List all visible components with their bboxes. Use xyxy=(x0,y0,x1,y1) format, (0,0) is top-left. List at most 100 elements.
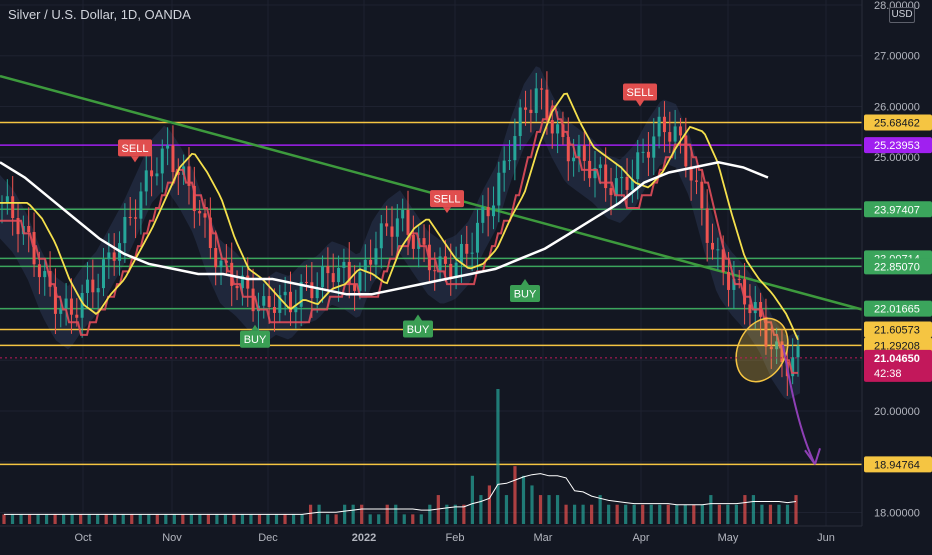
candle-body xyxy=(43,271,47,278)
candle-body xyxy=(614,178,618,196)
volume-bar xyxy=(768,504,773,524)
sell-badge-box xyxy=(118,139,152,157)
time-tick-label: Oct xyxy=(74,532,91,544)
sell-badge-label: SELL xyxy=(434,194,461,206)
candle-body xyxy=(315,287,319,299)
candle-body xyxy=(705,208,709,243)
volume-bar xyxy=(53,514,57,524)
volume-bar xyxy=(291,514,296,524)
candle-body xyxy=(123,216,127,244)
volume-bar xyxy=(717,504,721,524)
candle-body xyxy=(646,151,650,158)
candle-body xyxy=(481,207,485,223)
volume-bar xyxy=(632,504,636,524)
last-price-label: 21.04650 xyxy=(874,353,920,365)
candle-body xyxy=(198,211,202,214)
candle-body xyxy=(160,148,164,174)
time-axis[interactable]: Oct Nov Dec 2022 Feb Mar Apr May Jun xyxy=(0,525,862,550)
candle-body xyxy=(32,232,36,265)
candle-body xyxy=(454,262,458,278)
level-price-tag[interactable] xyxy=(864,114,932,131)
candle-body xyxy=(139,191,143,219)
candle-body xyxy=(187,166,191,186)
candle-body xyxy=(582,145,586,161)
candle-body xyxy=(96,288,100,293)
volume-bar xyxy=(666,504,670,524)
candle-body xyxy=(134,217,138,219)
candle-body xyxy=(128,216,132,218)
last-price-tag[interactable] xyxy=(864,349,932,382)
candle-body xyxy=(422,238,426,245)
currency-badge[interactable]: USD xyxy=(889,7,915,23)
candle-body xyxy=(577,145,581,158)
cloud-band xyxy=(0,66,800,400)
candle-body xyxy=(700,181,704,209)
candle-body xyxy=(732,278,736,290)
candle-body xyxy=(411,234,415,249)
price-tick-label: 26.00000 xyxy=(874,101,920,113)
candle-body xyxy=(475,222,479,253)
candle-body xyxy=(550,120,554,134)
level-price-tag[interactable] xyxy=(864,321,932,338)
volume-bar xyxy=(734,504,738,524)
candle-body xyxy=(305,281,309,283)
volume-bar xyxy=(598,495,602,524)
level-price-tag[interactable] xyxy=(864,258,932,275)
candle-body xyxy=(337,267,341,283)
sell-badge-pointer xyxy=(636,100,644,107)
volume-bar xyxy=(564,504,568,524)
candle-body xyxy=(342,261,346,268)
candle-body xyxy=(358,272,362,291)
volume-bar xyxy=(172,514,176,524)
candle-body xyxy=(630,179,634,190)
level-price-tag[interactable] xyxy=(864,456,932,473)
candle-body xyxy=(390,226,394,237)
volume-bar xyxy=(155,514,159,524)
level-price-tag[interactable] xyxy=(864,337,932,354)
candle-body xyxy=(796,346,800,358)
volume-bar xyxy=(700,504,704,524)
volume-bar xyxy=(377,514,381,524)
volume-bar xyxy=(692,504,696,524)
candle-body xyxy=(16,218,20,235)
candle-body xyxy=(353,283,357,291)
candle-body xyxy=(566,137,570,162)
candle-body xyxy=(321,266,325,288)
candle-body xyxy=(251,288,255,312)
volume-bar xyxy=(138,514,142,524)
signal-badges: SELL BUY SELL BUY BUY SELL xyxy=(118,83,657,348)
volume-bar xyxy=(266,514,270,524)
candle-body xyxy=(711,242,715,250)
volume-bar xyxy=(104,514,108,524)
level-price-tag[interactable] xyxy=(864,201,932,218)
level-price-tag[interactable] xyxy=(864,137,932,154)
candle-body xyxy=(497,172,501,206)
volume-bar xyxy=(36,514,40,524)
volume-bar xyxy=(615,504,619,524)
candle-body xyxy=(545,89,549,121)
candle-body xyxy=(283,291,287,296)
volume-bar xyxy=(70,514,74,524)
candle-body xyxy=(727,271,731,290)
annotations xyxy=(735,317,821,465)
candle-body xyxy=(449,263,453,278)
volume-bar xyxy=(675,504,679,524)
candle-body xyxy=(689,166,693,181)
volume-bar xyxy=(181,514,185,524)
candle-body xyxy=(80,292,84,318)
buy-badge: BUY xyxy=(510,279,540,303)
price-tick-label: 18.00000 xyxy=(874,507,920,519)
price-tick-label: 27.00000 xyxy=(874,51,920,63)
candle-body xyxy=(278,295,282,313)
candle-body xyxy=(662,116,666,133)
volume-bar xyxy=(198,514,202,524)
time-tick-label: May xyxy=(718,532,739,544)
level-price-tag[interactable] xyxy=(864,300,932,317)
volume-bar xyxy=(215,514,219,524)
candle-body xyxy=(406,209,410,235)
candle-body xyxy=(791,357,795,377)
candle-body xyxy=(529,109,533,114)
